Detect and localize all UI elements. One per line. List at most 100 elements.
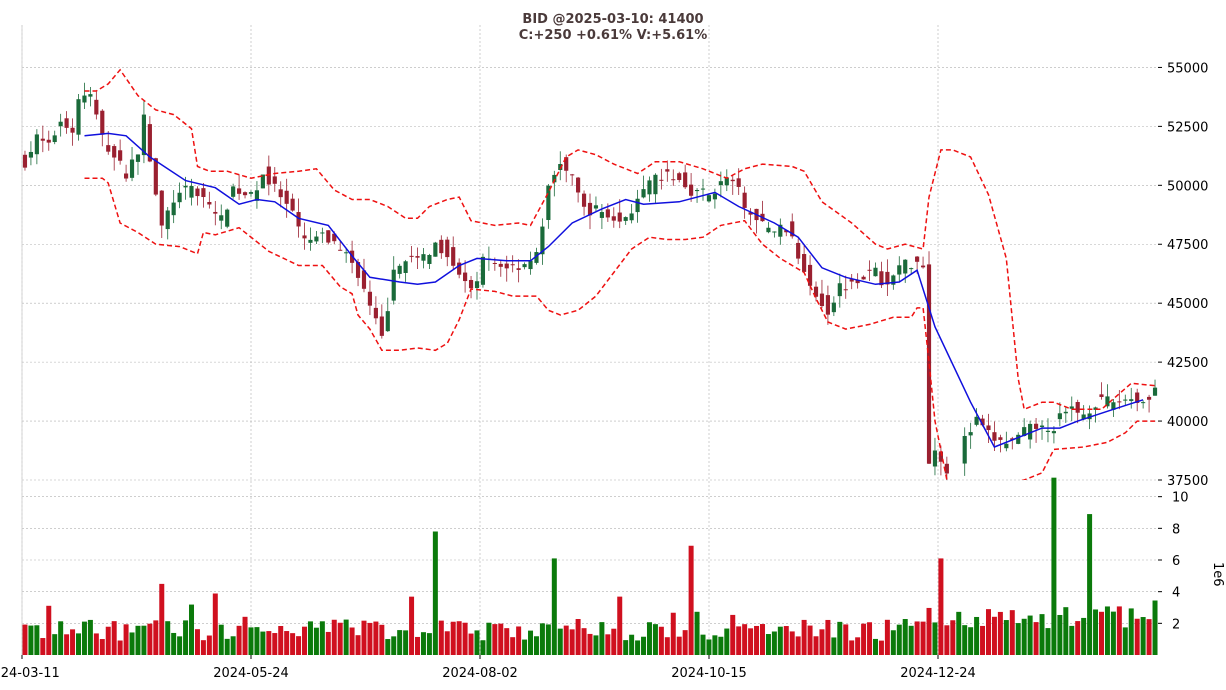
candle-body [802,254,807,272]
volume-bar [914,621,920,655]
candle-body [540,226,545,255]
candle-body [796,242,801,259]
candle-body [576,177,581,193]
candle-body [284,190,289,204]
volume-bar [468,633,474,655]
candle-body [837,283,842,297]
volume-bar [849,640,855,655]
volume-bar [58,621,64,655]
volume-bar [117,640,123,655]
candle-body [1057,413,1062,420]
candle-body [1063,411,1068,414]
volume-bar [224,638,230,655]
candle-body [659,179,664,181]
volume-bar [706,639,712,655]
volume-bar [545,624,551,655]
candle-body [415,256,420,258]
candle-body [468,279,474,289]
volume-bar [843,624,849,655]
candle-body [766,227,771,233]
volume-bar [1087,514,1093,655]
candle-body [391,269,396,301]
volume-bar [724,628,730,655]
candle-body [225,209,230,227]
volume-bar [1069,625,1075,655]
volume-bar [980,625,986,655]
candle-body [617,212,622,222]
candle-body [492,262,497,264]
candle-body [962,435,967,464]
volume-bar [331,619,337,655]
price-tick-label: 45000 [1167,297,1208,312]
candle-body [570,174,575,176]
candle-body [427,254,432,264]
date-tick-label: 2024-08-02 [442,666,518,681]
candle-body [706,195,712,202]
candle-body [528,260,533,270]
volume-bar [831,637,837,655]
volume-bar [1051,477,1057,655]
candle-body [724,177,729,186]
volume-bar [878,640,884,655]
volume-bar [183,620,189,655]
candle-body [1045,430,1051,432]
candle-body [421,254,426,261]
volume-bar [278,626,284,655]
volume-bar [926,607,932,655]
volume-bar [522,639,528,655]
candle-body [463,272,468,282]
candle-body [944,463,949,474]
volume-bar [664,637,670,655]
candle-body [564,157,569,171]
candle-body [379,316,384,336]
candle-body [332,233,337,242]
candle-body [153,158,158,195]
candle-body [641,189,646,198]
volume-bar [361,620,367,655]
volume-tick-label: 10 [1172,491,1189,506]
candle-body [772,231,777,233]
volume-bar [1039,614,1045,655]
volume-bar [290,633,296,655]
volume-bar [1009,610,1015,655]
volume-bar [159,583,165,655]
candle-body [629,213,634,221]
candle-body [861,276,866,280]
candle-body [480,256,486,285]
candle-body [213,211,218,214]
candle-body [558,164,563,171]
candle-body [409,255,414,257]
volume-bar [635,640,641,655]
candle-body [433,242,438,257]
candle-body [552,174,557,183]
volume-bar [605,634,611,655]
candle-body [867,269,872,271]
volume-bar [284,631,290,655]
candle-body [581,193,587,207]
candle-body [932,450,938,467]
candle-body [1152,387,1158,396]
volume-bar [462,622,468,655]
volume-bar [563,625,569,655]
candle-body [784,230,789,233]
volume-bar [498,623,504,655]
volume-bar [432,531,438,655]
volume-bar [403,630,409,655]
volume-bar [76,633,82,655]
candle-body [593,205,599,209]
volume-bar [99,639,105,655]
candle-body [22,154,28,168]
volume-bar [855,637,861,655]
volume-bar [111,621,117,655]
candle-body [231,186,236,197]
volume-bar [307,621,313,655]
candle-body [296,212,301,227]
volume-bar [135,625,141,655]
volume-bar [712,635,718,655]
volume-bar [409,596,415,655]
volume-bar [813,636,819,655]
candle-body [124,173,129,179]
volume-bar [426,633,432,655]
volume-bar [1027,615,1033,655]
volume-bar [1122,627,1128,655]
